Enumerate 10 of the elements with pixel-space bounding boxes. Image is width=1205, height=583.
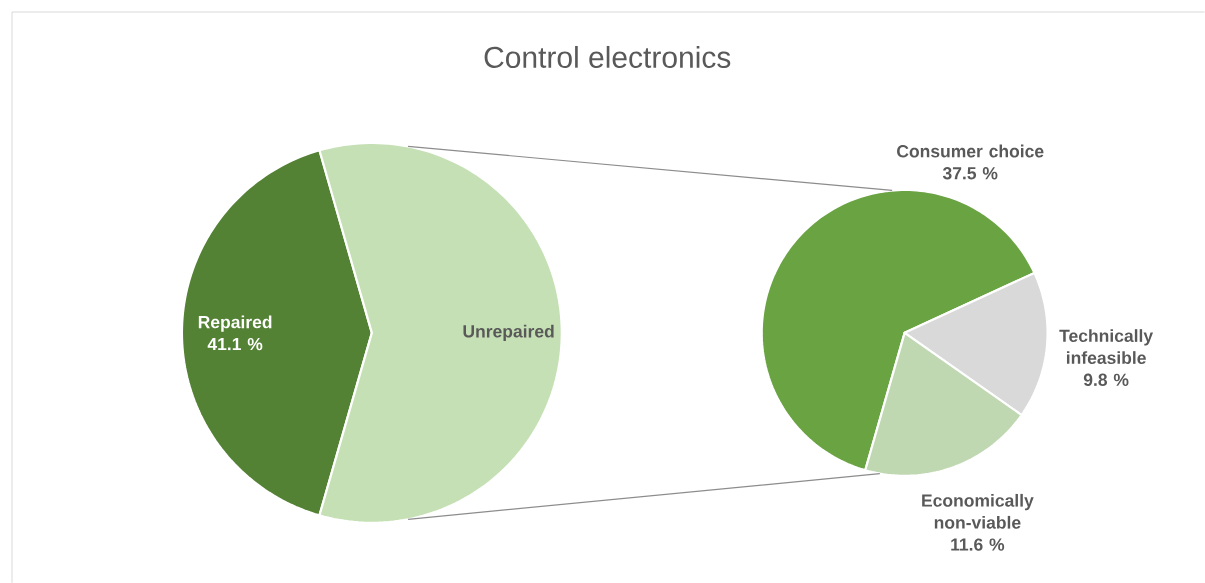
slice-label: Technically infeasible xyxy=(1059,329,1154,364)
data-label: 9.8 % xyxy=(1083,373,1129,386)
data-label: 41.1 % xyxy=(207,337,263,351)
chart-title: Control electronics xyxy=(484,45,731,68)
data-label: 37.5 % xyxy=(942,166,998,180)
slice-label: Repaired xyxy=(198,315,272,332)
data-label: 11.6 % xyxy=(951,538,1005,551)
slice-label: Economically non-viable xyxy=(922,493,1034,529)
slice-label: Consumer choice xyxy=(897,144,1044,158)
slice-label: Unrepaired xyxy=(463,324,554,341)
